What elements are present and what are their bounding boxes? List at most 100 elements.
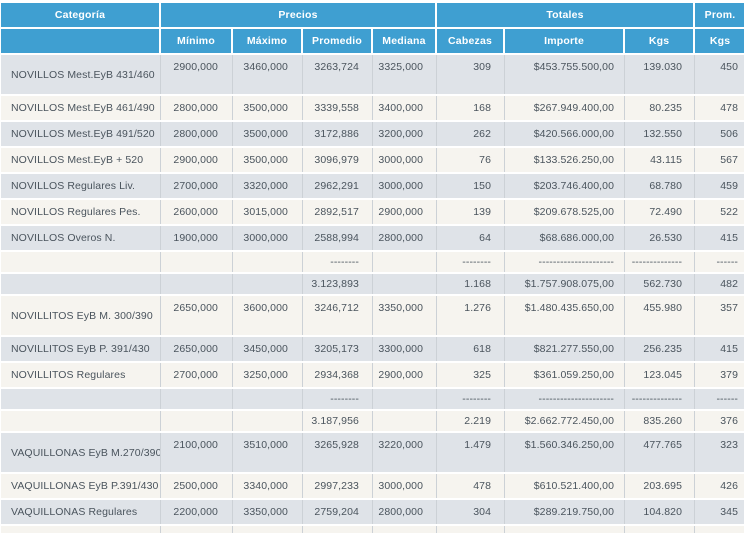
- cell-kgs: --------------: [625, 389, 696, 409]
- cell-maximo: 3500,000: [233, 122, 303, 146]
- cell-promedio: 2588,994: [303, 226, 373, 250]
- cell-mediana: 3220,000: [373, 433, 438, 472]
- cell-cabezas: 1.276: [437, 296, 506, 335]
- cell-promedio: 3246,712: [303, 296, 373, 335]
- cell-cabezas: --------: [437, 389, 506, 409]
- cell-categoria: VAQUILLONAS EyB M.270/390: [1, 433, 161, 472]
- table-row-data: NOVILLOS Mest.EyB + 520 2900,000 3500,000 3…: [1, 148, 744, 172]
- cell-importe: $68.686.000,00: [505, 226, 626, 250]
- cell-kgs: 835.260: [625, 411, 696, 431]
- cell-cabezas: 2.219: [437, 411, 506, 431]
- cell-minimo: [161, 252, 233, 272]
- cell-maximo: [233, 389, 303, 409]
- table-row-data: NOVILLITOS EyB M. 300/390 2650,000 3600,00…: [1, 296, 744, 335]
- cell-importe: $1.560.346.250,00: [505, 433, 626, 472]
- header-importe: Importe: [505, 29, 626, 53]
- cell-mediana: 3325,000: [373, 55, 438, 94]
- cell-cabezas: 64: [437, 226, 506, 250]
- cell-mediana: [373, 526, 438, 533]
- cell-promedio: --------: [303, 389, 373, 409]
- cell-categoria: [1, 274, 161, 294]
- cell-promedio: 2892,517: [303, 200, 373, 224]
- cell-prom_kgs: 415: [695, 337, 744, 361]
- cell-promedio: 2934,368: [303, 363, 373, 387]
- cell-categoria: NOVILLOS Mest.EyB 461/490: [1, 96, 161, 120]
- cell-prom_kgs: ------: [695, 526, 744, 533]
- header-prom-kgs: Kgs: [695, 29, 744, 53]
- cell-cabezas: 150: [437, 174, 506, 198]
- cell-prom_kgs: 376: [695, 411, 744, 431]
- cell-categoria: NOVILLITOS EyB P. 391/430: [1, 337, 161, 361]
- cell-maximo: [233, 274, 303, 294]
- cell-minimo: 2650,000: [161, 296, 233, 335]
- cell-kgs: 139.030: [625, 55, 696, 94]
- cell-categoria: VAQUILLONAS EyB P.391/430: [1, 474, 161, 498]
- header-prom-group: Prom.: [695, 3, 744, 27]
- table-row-data: NOVILLOS Regulares Pes. 2600,000 3015,000 2…: [1, 200, 744, 224]
- cell-cabezas: 325: [437, 363, 506, 387]
- cell-prom_kgs: 426: [695, 474, 744, 498]
- cell-minimo: 2100,000: [161, 433, 233, 472]
- cell-cabezas: 1.479: [437, 433, 506, 472]
- cell-prom_kgs: 415: [695, 226, 744, 250]
- cell-kgs: 80.235: [625, 96, 696, 120]
- table-row-dash: ----------------------------------------…: [1, 526, 744, 533]
- cell-kgs: 455.980: [625, 296, 696, 335]
- cell-prom_kgs: ------: [695, 252, 744, 272]
- cell-importe: $361.059.250,00: [505, 363, 626, 387]
- table-row-dash: ----------------------------------------…: [1, 252, 744, 272]
- cell-categoria: NOVILLOS Mest.EyB 491/520: [1, 122, 161, 146]
- cell-minimo: 2900,000: [161, 148, 233, 172]
- cell-minimo: [161, 526, 233, 533]
- cell-maximo: 3250,000: [233, 363, 303, 387]
- cell-prom_kgs: 478: [695, 96, 744, 120]
- cell-maximo: 3000,000: [233, 226, 303, 250]
- cell-importe: ---------------------: [505, 389, 626, 409]
- cell-importe: ---------------------: [505, 526, 626, 533]
- table-row-subtotal: 3.187,956 2.219 $2.662.772.450,00 835.260 37…: [1, 411, 744, 431]
- cell-categoria: NOVILLOS Regulares Liv.: [1, 174, 161, 198]
- table-header: Categoría Precios Totales Prom. Mínimo M…: [1, 3, 744, 53]
- cell-minimo: 2200,000: [161, 500, 233, 524]
- cell-cabezas: 76: [437, 148, 506, 172]
- cell-cabezas: 309: [437, 55, 506, 94]
- cell-promedio: 3205,173: [303, 337, 373, 361]
- cell-prom_kgs: 379: [695, 363, 744, 387]
- cell-prom_kgs: 345: [695, 500, 744, 524]
- cell-promedio: --------: [303, 526, 373, 533]
- cell-maximo: [233, 526, 303, 533]
- table-row-data: VAQUILLONAS EyB M.270/390 2100,000 3510,00…: [1, 433, 744, 472]
- table-row-subtotal: 3.123,893 1.168 $1.757.908.075,00 562.730 48…: [1, 274, 744, 294]
- cell-mediana: 2800,000: [373, 226, 438, 250]
- cell-kgs: --------------: [625, 252, 696, 272]
- cell-maximo: 3510,000: [233, 433, 303, 472]
- table-row-data: VAQUILLONAS Regulares 2200,000 3350,000 275…: [1, 500, 744, 524]
- cell-kgs: 68.780: [625, 174, 696, 198]
- cell-importe: $1.480.435.650,00: [505, 296, 626, 335]
- cell-kgs: 562.730: [625, 274, 696, 294]
- cell-categoria: VAQUILLONAS Regulares: [1, 500, 161, 524]
- cell-categoria: NOVILLITOS Regulares: [1, 363, 161, 387]
- table-body: NOVILLOS Mest.EyB 431/460 2900,000 3460,00…: [1, 55, 744, 533]
- cell-mediana: 2900,000: [373, 363, 438, 387]
- cell-mediana: 3000,000: [373, 148, 438, 172]
- cell-mediana: 3300,000: [373, 337, 438, 361]
- cell-kgs: 256.235: [625, 337, 696, 361]
- cell-categoria: NOVILLITOS EyB M. 300/390: [1, 296, 161, 335]
- cell-maximo: 3500,000: [233, 148, 303, 172]
- cell-minimo: 2650,000: [161, 337, 233, 361]
- cell-mediana: 3350,000: [373, 296, 438, 335]
- cell-kgs: 477.765: [625, 433, 696, 472]
- cell-cabezas: --------: [437, 252, 506, 272]
- cell-cabezas: 618: [437, 337, 506, 361]
- table-row-data: NOVILLOS Mest.EyB 461/490 2800,000 3500,00…: [1, 96, 744, 120]
- cell-maximo: 3015,000: [233, 200, 303, 224]
- header-kgs: Kgs: [625, 29, 696, 53]
- cell-kgs: 72.490: [625, 200, 696, 224]
- header-mediana: Mediana: [373, 29, 438, 53]
- cell-mediana: [373, 274, 438, 294]
- cell-promedio: 3.123,893: [303, 274, 373, 294]
- cell-promedio: --------: [303, 252, 373, 272]
- cell-prom_kgs: 482: [695, 274, 744, 294]
